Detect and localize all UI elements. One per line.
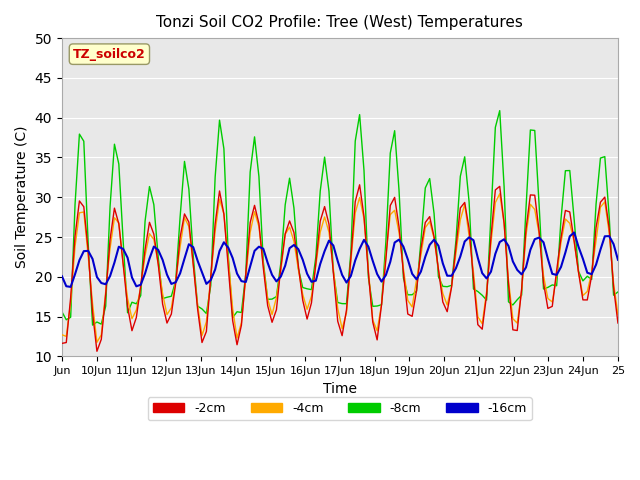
Legend: -2cm, -4cm, -8cm, -16cm: -2cm, -4cm, -8cm, -16cm	[148, 397, 532, 420]
Y-axis label: Soil Temperature (C): Soil Temperature (C)	[15, 126, 29, 268]
Title: Tonzi Soil CO2 Profile: Tree (West) Temperatures: Tonzi Soil CO2 Profile: Tree (West) Temp…	[157, 15, 524, 30]
X-axis label: Time: Time	[323, 382, 357, 396]
Text: TZ_soilco2: TZ_soilco2	[73, 48, 146, 60]
